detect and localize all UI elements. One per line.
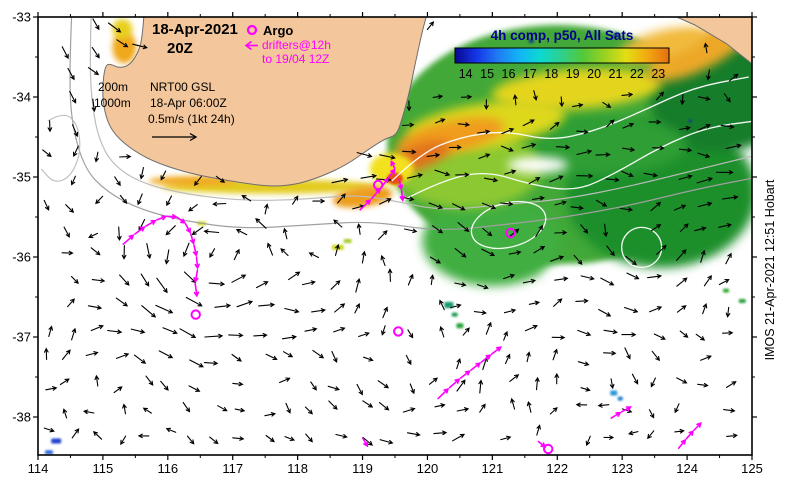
title-hour: 20Z <box>167 40 193 57</box>
axes-frame: 114 115 116 117 118 119 120 121 122 123 124 125 -33 -… <box>12 10 763 477</box>
argo-legend-icon <box>246 24 258 36</box>
argo-floats <box>190 179 554 455</box>
drifter-legend-icon <box>244 40 258 51</box>
colorbar-tick: 20 <box>587 67 601 81</box>
colorbar-tick: 22 <box>630 67 644 81</box>
x-axis-tick: 125 <box>741 461 763 476</box>
colorbar-tick-labels: 14 15 16 17 18 19 20 21 22 23 <box>459 67 666 81</box>
bathy-label-1000m: 1000m <box>94 96 131 110</box>
x-axis-tick: 123 <box>611 461 633 476</box>
colorbar-title: 4h comp, p50, All Sats <box>491 28 634 43</box>
colorbar-tick: 17 <box>523 67 537 81</box>
x-axis-tick: 119 <box>352 461 373 476</box>
map-legend: Argo drifters@12h to 19/04 12Z <box>244 23 331 66</box>
y-axis-tick: -38 <box>12 410 31 425</box>
title-date: 18-Apr-2021 <box>152 21 238 38</box>
y-axis-tick: -34 <box>12 90 31 105</box>
vector-scale-arrow <box>152 132 198 142</box>
land-layer <box>102 17 752 187</box>
y-axis-tick: -35 <box>12 170 31 185</box>
bathymetry-contours <box>40 17 752 230</box>
argo-legend-label: Argo <box>263 23 293 38</box>
sst-layer <box>45 19 752 455</box>
colorbar-tick: 14 <box>459 67 473 81</box>
drifter-legend-line1: drifters@12h <box>262 38 331 52</box>
colorbar-tick: 23 <box>651 67 665 81</box>
y-axis-tick: -33 <box>12 10 31 25</box>
y-axis-tick: -37 <box>12 330 31 345</box>
date-title: 18-Apr-2021 20Z <box>152 21 238 57</box>
x-axis-tick: 115 <box>93 461 114 476</box>
x-axis-tick: 117 <box>222 461 243 476</box>
current-vectors <box>42 18 742 447</box>
colorbar-tick: 18 <box>544 67 558 81</box>
y-axis-tick: -36 <box>12 250 31 265</box>
x-axis-tick: 118 <box>287 461 308 476</box>
colorbar: 4h comp, p50, All Sats 14 15 16 17 18 19 20 21 2… <box>454 28 670 81</box>
x-axis-tick: 124 <box>676 461 698 476</box>
x-axis-tick: 120 <box>417 461 439 476</box>
info-block: 200m 1000m NRT00 GSL 18-Apr 06:00Z 0.5m/… <box>94 80 235 142</box>
x-axis-tick: 122 <box>546 461 568 476</box>
x-axis-tick: 121 <box>482 461 504 476</box>
vector-scale-label: 0.5m/s (1kt 24h) <box>148 112 235 126</box>
x-axis-tick: 116 <box>157 461 178 476</box>
product-label: NRT00 GSL <box>150 80 215 94</box>
colorbar-tick: 19 <box>566 67 580 81</box>
colorbar-tick: 16 <box>502 67 516 81</box>
imos-watermark: IMOS 21-Apr-2021 12:51 Hobart <box>763 179 777 360</box>
bathy-label-200m: 200m <box>98 80 128 94</box>
colorbar-tick: 21 <box>609 67 623 81</box>
analysis-time: 18-Apr 06:00Z <box>150 96 227 110</box>
colorbar-tick: 15 <box>480 67 494 81</box>
colorbar-gradient <box>454 47 670 64</box>
x-axis-tick: 114 <box>28 461 49 476</box>
drifter-legend-line2: to 19/04 12Z <box>262 52 329 66</box>
